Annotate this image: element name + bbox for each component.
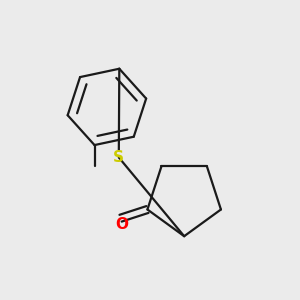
- Text: S: S: [113, 150, 124, 165]
- Text: O: O: [116, 217, 129, 232]
